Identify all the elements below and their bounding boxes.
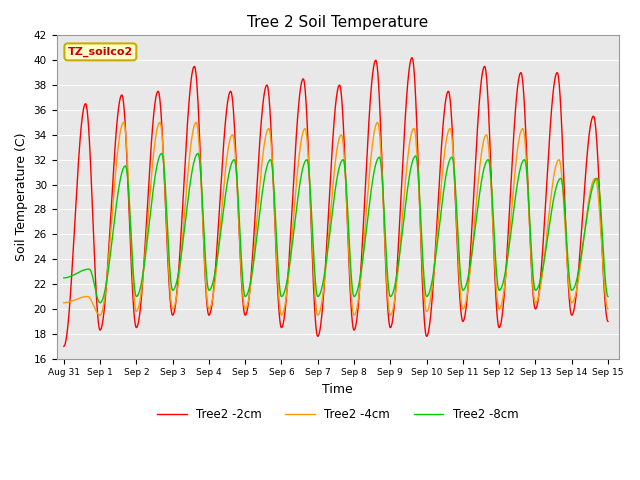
Tree2 -8cm [264,161,271,167]
Tree2 -4cm [264,127,271,132]
Tree2 -8cm [602,286,610,291]
Tree2 -8cm [60,275,68,281]
Tree2 -4cm [604,306,612,312]
Text: TZ_soilco2: TZ_soilco2 [68,47,133,57]
Tree2 -4cm [60,300,68,306]
Tree2 -8cm [158,151,166,156]
Line: Tree2 -4cm: Tree2 -4cm [64,122,608,315]
Tree2 -4cm [602,300,610,305]
Tree2 -2cm [408,55,416,60]
Tree2 -4cm [488,208,496,214]
Tree2 -2cm [264,83,271,89]
Tree2 -2cm [411,81,419,87]
Title: Tree 2 Soil Temperature: Tree 2 Soil Temperature [247,15,428,30]
Legend: Tree2 -2cm, Tree2 -4cm, Tree2 -8cm: Tree2 -2cm, Tree2 -4cm, Tree2 -8cm [152,403,523,426]
Tree2 -2cm [602,310,610,316]
Line: Tree2 -2cm: Tree2 -2cm [64,58,608,346]
Tree2 -2cm [488,204,496,210]
Tree2 -8cm [411,153,419,159]
Tree2 -2cm [60,343,68,349]
Tree2 -8cm [96,300,104,306]
Tree2 -4cm [171,303,179,309]
Tree2 -2cm [604,319,612,324]
Tree2 -8cm [171,286,179,291]
Tree2 -4cm [120,120,127,125]
X-axis label: Time: Time [323,383,353,396]
Tree2 -8cm [488,196,496,202]
Tree2 -4cm [411,129,419,135]
Line: Tree2 -8cm: Tree2 -8cm [64,154,608,303]
Tree2 -8cm [604,294,612,300]
Y-axis label: Soil Temperature (C): Soil Temperature (C) [15,133,28,261]
Tree2 -2cm [177,245,184,251]
Tree2 -8cm [177,259,184,264]
Tree2 -2cm [171,308,179,314]
Tree2 -4cm [177,261,184,267]
Tree2 -4cm [96,312,104,318]
